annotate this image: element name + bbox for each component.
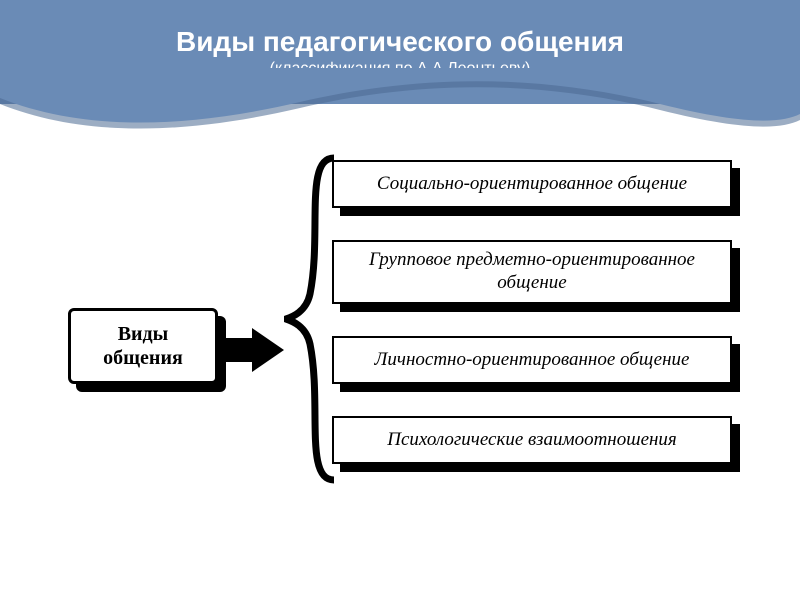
item-node-label: Социально-ориентированное общение	[377, 173, 687, 196]
root-node: Виды общения	[68, 308, 218, 384]
slide-title: Виды педагогического общения	[176, 26, 624, 58]
item-node-label: Личностно-ориентированное общение	[375, 349, 690, 372]
item-node-box: Социально-ориентированное общение	[332, 160, 732, 208]
wave-divider	[0, 104, 800, 140]
item-node-box: Психологические взаимоотношения	[332, 416, 732, 464]
brace-icon	[284, 154, 334, 484]
wave-svg	[0, 68, 800, 140]
root-node-label: Виды общения	[103, 322, 183, 370]
root-node-box: Виды общения	[68, 308, 218, 384]
item-node-box: Личностно-ориентированное общение	[332, 336, 732, 384]
item-node-label: Групповое предметно-ориентированное обще…	[342, 249, 722, 295]
diagram-canvas: Виды общения Социально-ориентированное о…	[0, 140, 800, 600]
arrow-icon	[222, 328, 284, 372]
item-node-box: Групповое предметно-ориентированное обще…	[332, 240, 732, 304]
item-node-label: Психологические взаимоотношения	[387, 429, 677, 452]
